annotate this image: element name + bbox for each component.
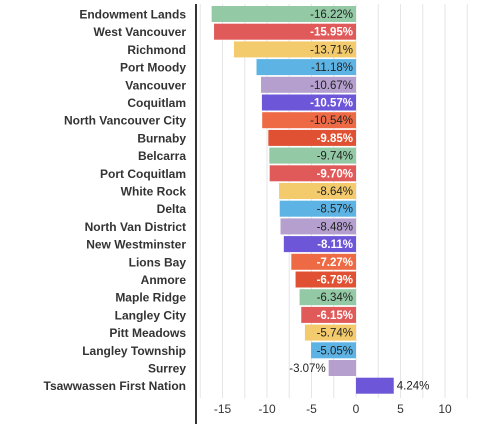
bar-20 (328, 360, 356, 376)
bar-0 (211, 6, 356, 22)
bar-17 (301, 306, 356, 323)
bar-19 (311, 342, 356, 359)
value-label: -8.64% (317, 186, 353, 198)
bar-10 (279, 183, 356, 199)
x-tick-label: 10 (438, 402, 452, 416)
x-tick-label: -5 (306, 402, 317, 416)
category-label: Delta (157, 202, 187, 216)
bar-5 (261, 94, 356, 111)
value-labels: -16.22% -15.95% -13.71% -11.18% -10.67% -10.5… (289, 9, 429, 393)
bar-21 (356, 377, 394, 394)
category-label: New Westminster (86, 238, 186, 252)
category-label: Surrey (148, 362, 186, 376)
x-tick-label: -10 (258, 402, 276, 416)
category-label: Langley Township (82, 344, 186, 358)
value-label: -8.11% (317, 239, 353, 251)
bar-12 (280, 218, 356, 235)
category-label: Maple Ridge (115, 291, 186, 305)
category-label: Tsawwassen First Nation (44, 379, 186, 393)
value-label: -6.15% (317, 310, 353, 322)
value-label: -10.54% (310, 115, 353, 127)
value-label: -6.34% (317, 292, 353, 304)
value-label: -8.57% (317, 204, 353, 216)
value-label: 4.24% (397, 381, 430, 393)
category-label: Pitt Meadows (109, 326, 186, 340)
value-label: -6.79% (317, 275, 353, 287)
value-label: -13.71% (310, 44, 353, 56)
bars (211, 6, 394, 394)
category-label: Richmond (127, 43, 186, 57)
value-label: -8.48% (317, 221, 353, 233)
bar-6 (262, 112, 356, 129)
bar-9 (269, 165, 356, 182)
category-label: Belcarra (138, 149, 186, 163)
category-label: Lions Bay (129, 255, 187, 269)
x-tick-label: 5 (397, 402, 404, 416)
value-label: -9.85% (317, 133, 353, 145)
value-label: -5.05% (317, 345, 353, 357)
category-label: Langley City (115, 308, 187, 322)
category-label: Coquitlam (127, 96, 186, 110)
category-label: Port Coquitlam (100, 167, 186, 181)
value-label: -15.95% (310, 27, 353, 39)
bar-18 (304, 324, 356, 341)
category-label: North Vancouver City (64, 114, 186, 128)
bar-3 (256, 59, 356, 76)
bar-11 (279, 200, 356, 217)
category-label: Anmore (141, 273, 187, 287)
bar-15 (295, 271, 356, 288)
bar-16 (299, 289, 356, 306)
category-labels: Endowment Lands West Vancouver Richmond Por… (44, 8, 187, 394)
x-tick-labels: -15 -10 -5 0 5 10 (214, 402, 452, 416)
x-tick-label: 0 (353, 402, 360, 416)
bar-13 (283, 236, 356, 253)
value-label: -7.27% (317, 257, 353, 269)
value-label: -10.57% (310, 98, 353, 110)
bar-2 (233, 41, 356, 58)
value-label: -9.74% (317, 151, 353, 163)
value-label: -9.70% (317, 168, 353, 180)
bar-8 (269, 147, 356, 164)
category-label: Endowment Lands (79, 8, 186, 22)
category-label: Port Moody (120, 61, 186, 75)
value-label: -5.74% (317, 328, 353, 340)
bar-7 (268, 129, 356, 146)
category-label: White Rock (121, 185, 187, 199)
x-tick-label: -15 (214, 402, 232, 416)
bar-14 (291, 253, 356, 270)
bar-1 (214, 23, 356, 40)
category-label: Vancouver (125, 78, 186, 92)
value-label: -10.67% (310, 80, 353, 92)
value-label: -16.22% (310, 9, 353, 21)
bar-4 (261, 76, 356, 93)
category-label: North Van District (85, 220, 186, 234)
value-label: -11.18% (311, 62, 353, 74)
value-label: -3.07% (289, 363, 325, 375)
category-label: West Vancouver (94, 25, 187, 39)
category-label: Burnaby (137, 131, 186, 145)
